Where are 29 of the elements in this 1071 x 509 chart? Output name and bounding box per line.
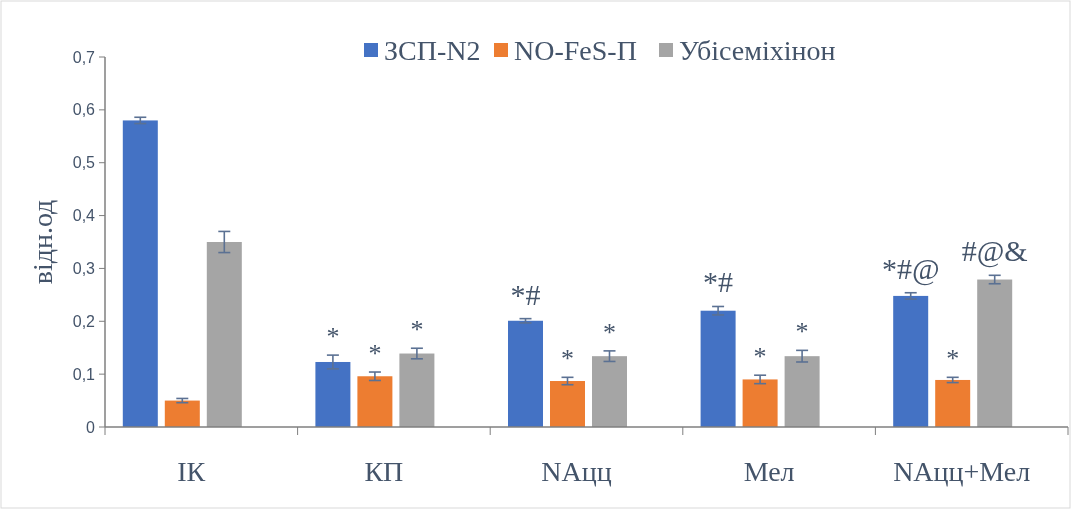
data-label: *# <box>510 277 541 311</box>
y-tick-label: 0,1 <box>72 365 96 383</box>
data-label: * <box>795 317 809 347</box>
data-label: * <box>410 315 424 345</box>
data-label: *#@ <box>881 251 940 286</box>
legend-label: NO-FeS-П <box>514 34 637 66</box>
y-tick-label: 0,2 <box>72 312 96 330</box>
y-tick-label: 0 <box>86 418 96 436</box>
x-tick-label: КП <box>364 456 404 487</box>
data-label: * <box>368 339 382 369</box>
x-tick-label: ІК <box>177 456 206 487</box>
data-label: * <box>603 317 616 347</box>
x-tick-label: NAцц+Мел <box>893 456 1031 487</box>
data-label: * <box>753 342 767 372</box>
y-tick-label: 0,7 <box>72 48 96 66</box>
x-tick-label: NAцц <box>541 456 612 487</box>
y-tick-label: 0,5 <box>72 154 96 172</box>
data-label: * <box>326 322 340 352</box>
y-axis-title: відн.од <box>27 199 58 285</box>
y-tick-label: 0,6 <box>72 101 96 119</box>
y-tick-label: 0,3 <box>72 260 96 278</box>
legend-label: ЗСП-N2 <box>384 34 481 66</box>
legend-label: Убісеміхінон <box>679 34 836 66</box>
x-tick-label: Мел <box>743 456 795 487</box>
data-label: * <box>561 344 574 374</box>
data-label: #@& <box>961 234 1028 269</box>
data-label: * <box>946 344 960 374</box>
data-label: *# <box>703 265 734 299</box>
y-tick-label: 0,4 <box>72 207 96 225</box>
